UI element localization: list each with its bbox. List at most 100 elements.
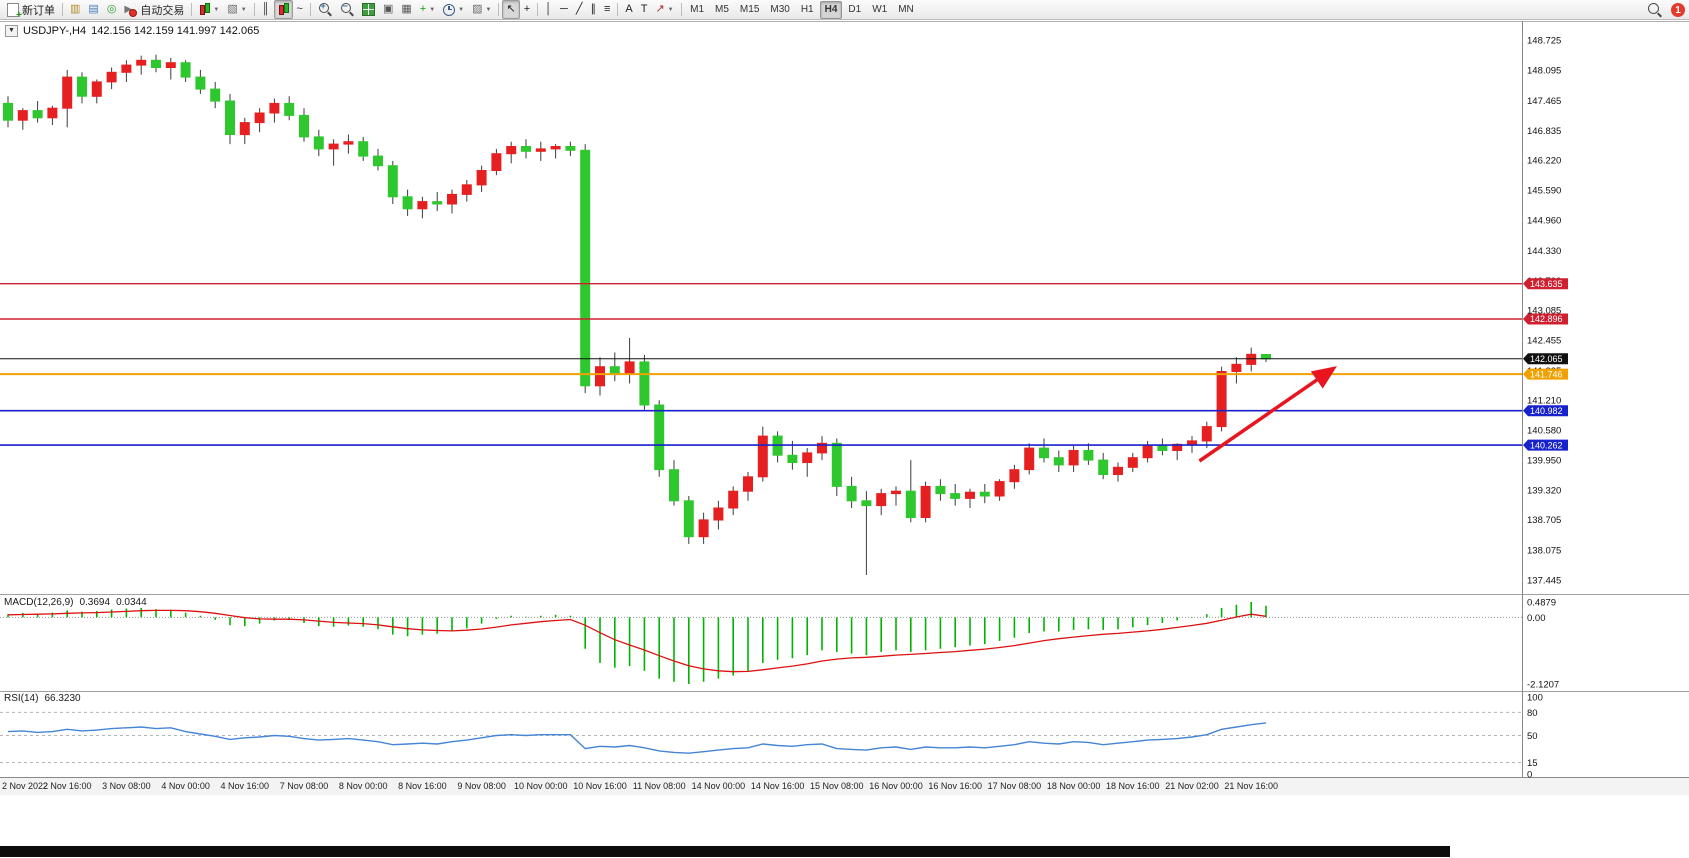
candle (136, 59, 147, 66)
indicators-icon: + (419, 3, 427, 15)
candlestick-chart-button[interactable] (273, 0, 293, 19)
price-axis-label: 142.455 (1527, 336, 1561, 347)
fibonacci-icon: ≡ (603, 3, 611, 15)
status-dot-icon (129, 8, 138, 17)
time-axis-label: 7 Nov 08:00 (280, 781, 329, 791)
macd-axis-label: 0.00 (1527, 613, 1546, 624)
trend-arrow[interactable] (1198, 366, 1337, 463)
notification-badge[interactable]: 1 (1671, 3, 1685, 17)
macd-value-main: 0.3694 (79, 597, 111, 608)
tile-windows-icon (361, 3, 375, 16)
candle (491, 153, 502, 171)
data-window-icon: ▤ (88, 3, 99, 15)
candle (1246, 353, 1257, 365)
candle (387, 165, 398, 198)
arrows-button[interactable]: ↗ ▼ (651, 0, 677, 19)
zoom-in-button[interactable]: + (314, 0, 336, 19)
bar-chart-button[interactable]: ║ (258, 0, 274, 19)
candle (239, 122, 250, 136)
text-icon: A (625, 3, 633, 15)
data-window-button[interactable]: ▤ (84, 0, 102, 19)
time-axis-label: 10 Nov 16:00 (573, 781, 627, 791)
candle (565, 146, 576, 151)
candle (920, 485, 931, 518)
timeframe-button-M1[interactable]: M1 (690, 4, 705, 15)
vertical-line-button[interactable]: │ (541, 0, 556, 19)
timeframe-button-H1[interactable]: H1 (800, 4, 814, 15)
price-tag-shape (1523, 439, 1568, 451)
candle (683, 500, 694, 538)
line-chart-button[interactable]: ~ (293, 0, 307, 19)
candle (831, 442, 842, 487)
time-axis-label: 8 Nov 00:00 (339, 781, 388, 791)
candle (935, 485, 946, 495)
cascade-windows-button[interactable]: ▣ (379, 0, 397, 19)
candle (550, 146, 561, 150)
symbol-name: USDJPY-,H4 (22, 25, 87, 37)
bottom-scrollbar[interactable] (0, 846, 1450, 857)
candle (654, 404, 665, 471)
horizontal-line-button[interactable]: ─ (556, 0, 572, 19)
new-chart-button[interactable]: ▼ (195, 0, 223, 19)
timeframe-button-MN[interactable]: MN (898, 4, 914, 15)
trendline-button[interactable]: ╱ (572, 0, 587, 19)
rsi-name: RSI(14) (4, 693, 39, 704)
play-icon: ▶ (124, 3, 133, 15)
price-tag: 140.982 (1523, 405, 1568, 417)
chart-dropdown-icon[interactable]: ▼ (5, 25, 18, 37)
candle (432, 201, 443, 205)
periods-button[interactable]: ▼ (439, 0, 468, 19)
candle (121, 64, 132, 73)
candle (62, 76, 73, 109)
candle (1024, 447, 1035, 471)
market-depth-button[interactable]: ◎ (103, 0, 121, 19)
main-toolbar: 新订单▥▤◎▶自动交易▼▧▼║~+−▣▦+▼▼▨▼↖+│─╱∥≡AT↗▼M1M5… (0, 0, 1689, 21)
timeframe-button-M5[interactable]: M5 (715, 4, 729, 15)
market-watch-button[interactable]: ▥ (66, 0, 84, 19)
crosshair-button[interactable]: + (520, 0, 534, 19)
candle (1113, 466, 1123, 475)
chart-symbol-label: ▼ USDJPY-,H4 142.156 142.159 141.997 142… (5, 25, 259, 37)
profiles-button[interactable]: ▧ ▼ (223, 0, 250, 19)
candle (639, 361, 650, 406)
toolbar-separator (680, 3, 682, 16)
timeframe-button-M15[interactable]: M15 (739, 4, 760, 15)
channel-button[interactable]: ∥ (586, 0, 600, 19)
fibonacci-button[interactable]: ≡ (600, 0, 614, 19)
toolbar-separator (498, 3, 500, 16)
candle (461, 184, 472, 195)
price-axis-label: 140.580 (1527, 425, 1561, 436)
rsi-indicator-label: RSI(14) 66.3230 (4, 693, 81, 704)
candle (254, 112, 265, 124)
text-label-icon: T (640, 3, 648, 15)
timeframe-button-D1[interactable]: D1 (848, 4, 862, 15)
templates-icon: ▨ (472, 3, 483, 15)
time-axis-label: 15 Nov 08:00 (810, 781, 864, 791)
time-axis-label: 16 Nov 16:00 (928, 781, 982, 791)
timeframe-button-H4[interactable]: H4 (819, 0, 843, 19)
time-axis-label: 8 Nov 16:00 (398, 781, 447, 791)
new-order-button-label: 新订单 (22, 4, 55, 17)
text-button[interactable]: A (621, 0, 636, 19)
auto-trading-button[interactable]: ▶ 自动交易 (120, 0, 188, 19)
candle (1053, 457, 1064, 466)
rsi-axis-label: 0 (1527, 770, 1532, 781)
templates-button[interactable]: ▨ ▼ (468, 0, 495, 19)
indicators-button[interactable]: + ▼ (416, 0, 439, 19)
text-label-button[interactable]: T (637, 0, 652, 19)
zoom-out-button[interactable]: − (336, 0, 358, 19)
candle (1039, 447, 1049, 459)
new-order-button[interactable]: 新订单 (3, 0, 59, 21)
candle (506, 146, 517, 155)
timeframe-button-W1[interactable]: W1 (872, 4, 888, 15)
search-icon[interactable] (1648, 3, 1659, 14)
periods-icon (443, 3, 456, 16)
cursor-button[interactable]: ↖ (502, 0, 520, 19)
price-axis-label: 137.445 (1527, 576, 1561, 587)
arrange-windows-button[interactable]: ▦ (397, 0, 415, 19)
tile-windows-button[interactable] (358, 0, 379, 19)
candle (521, 146, 531, 152)
price-tag-shape (1523, 405, 1568, 417)
timeframe-button-M30[interactable]: M30 (770, 4, 790, 15)
